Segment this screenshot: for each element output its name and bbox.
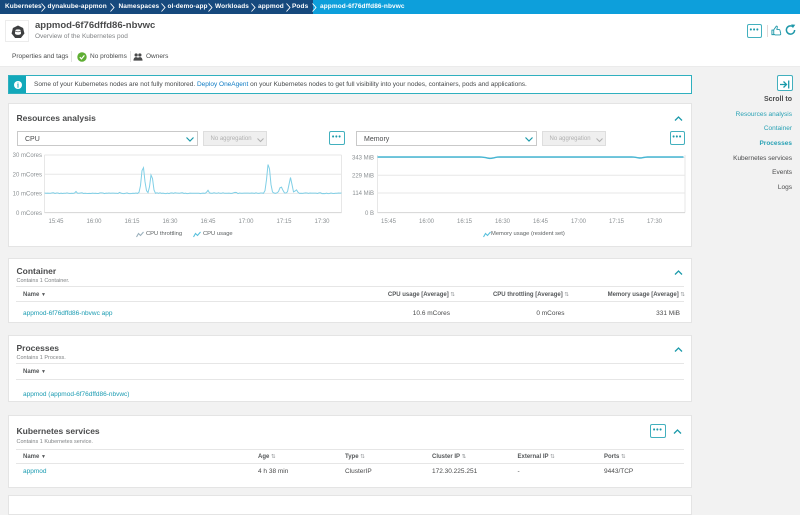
svg-text:17:15: 17:15: [276, 219, 292, 225]
svg-text:0 mCores: 0 mCores: [16, 211, 42, 217]
svg-text:16:15: 16:15: [124, 219, 140, 225]
svg-text:10 mCores: 10 mCores: [13, 192, 42, 198]
svg-text:16:45: 16:45: [200, 219, 216, 225]
svg-text:16:30: 16:30: [162, 219, 178, 225]
svg-text:16:00: 16:00: [419, 219, 435, 225]
svg-text:15:45: 15:45: [48, 219, 64, 225]
svg-text:i: i: [17, 81, 19, 88]
svg-text:30 mCores: 30 mCores: [13, 153, 42, 159]
svg-text:114 MiB: 114 MiB: [352, 191, 374, 197]
svg-text:16:00: 16:00: [86, 219, 102, 225]
svg-text:343 MiB: 343 MiB: [352, 156, 374, 162]
svg-text:20 mCores: 20 mCores: [13, 172, 42, 178]
svg-text:229 MiB: 229 MiB: [352, 173, 374, 179]
svg-text:17:15: 17:15: [609, 219, 625, 225]
svg-text:15:45: 15:45: [381, 219, 397, 225]
svg-text:17:00: 17:00: [238, 219, 254, 225]
svg-text:17:30: 17:30: [647, 219, 663, 225]
svg-text:16:15: 16:15: [457, 219, 473, 225]
svg-text:17:30: 17:30: [314, 219, 330, 225]
svg-text:0 B: 0 B: [365, 211, 374, 217]
svg-text:16:30: 16:30: [495, 219, 511, 225]
svg-text:16:45: 16:45: [533, 219, 549, 225]
svg-text:17:00: 17:00: [571, 219, 587, 225]
